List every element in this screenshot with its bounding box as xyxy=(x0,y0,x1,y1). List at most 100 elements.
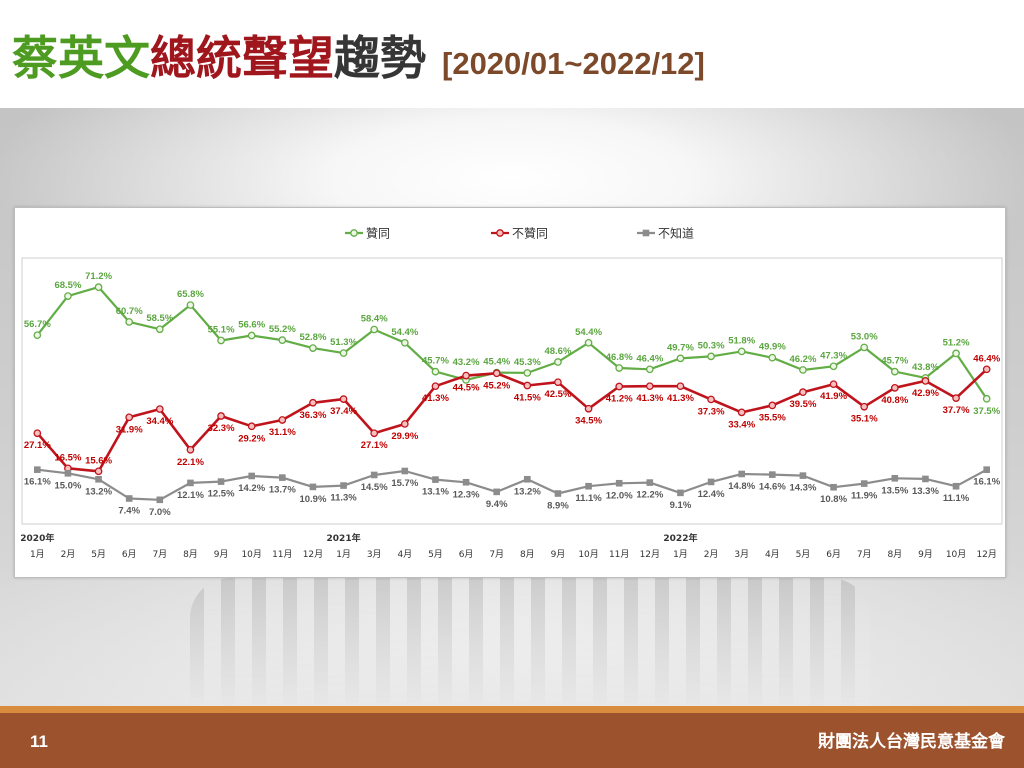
unknown-label-13: 13.1% xyxy=(422,487,449,498)
x-tick-label-10: 1月 xyxy=(336,549,351,560)
approve-label-21: 49.7% xyxy=(667,342,694,353)
disapprove-label-3: 31.9% xyxy=(116,424,143,435)
unknown-point-10 xyxy=(340,482,347,489)
crowd-silhouette-decoration xyxy=(190,578,870,706)
disapprove-point-9 xyxy=(309,398,317,407)
approve-label-25: 46.2% xyxy=(789,354,816,365)
approve-label-15: 45.4% xyxy=(483,357,510,368)
x-tick-label-21: 1月 xyxy=(673,549,688,560)
disapprove-label-7: 29.2% xyxy=(238,433,265,444)
x-tick-label-17: 9月 xyxy=(551,549,566,560)
approve-point-20 xyxy=(645,365,654,374)
legend-label-approve: 贊同 xyxy=(366,227,390,241)
unknown-label-27: 11.9% xyxy=(851,491,878,502)
unknown-point-6 xyxy=(217,478,225,485)
approve-label-7: 56.6% xyxy=(238,320,265,331)
unknown-point-18 xyxy=(585,482,592,490)
disapprove-point-12 xyxy=(400,420,409,428)
unknown-point-2 xyxy=(95,475,102,483)
organization-name: 財團法人台灣民意基金會 xyxy=(818,732,1005,752)
approve-point-2 xyxy=(94,283,103,292)
x-tick-label-19: 11月 xyxy=(609,549,629,560)
unknown-label-30: 11.1% xyxy=(943,493,970,504)
approve-label-1: 68.5% xyxy=(54,280,81,291)
x-tick-label-1: 2月 xyxy=(61,549,76,560)
unknown-label-29: 13.3% xyxy=(912,486,939,497)
footer-stripe xyxy=(0,706,1024,713)
approve-label-8: 55.2% xyxy=(269,324,296,335)
x-tick-label-0: 1月 xyxy=(30,549,45,560)
unknown-point-25 xyxy=(799,472,807,479)
series-unknown xyxy=(34,466,990,504)
x-tick-label-22: 2月 xyxy=(704,549,719,560)
disapprove-label-11: 27.1% xyxy=(361,440,388,451)
unknown-label-10: 11.3% xyxy=(330,493,357,504)
unknown-point-17 xyxy=(554,490,562,497)
disapprove-label-24: 35.5% xyxy=(759,412,786,423)
unknown-point-8 xyxy=(279,474,286,481)
approve-label-13: 45.7% xyxy=(422,356,449,367)
unknown-label-21: 9.1% xyxy=(670,500,692,511)
approve-point-26 xyxy=(829,362,838,371)
x-tick-label-23: 3月 xyxy=(734,549,749,560)
disapprove-point-2 xyxy=(94,467,103,476)
unknown-point-1 xyxy=(64,470,72,477)
disapprove-label-27: 35.1% xyxy=(851,414,878,425)
disapprove-label-16: 41.5% xyxy=(514,393,541,404)
disapprove-point-5 xyxy=(186,445,195,454)
x-tick-label-31: 12月 xyxy=(976,549,996,560)
approve-label-12: 54.4% xyxy=(391,327,418,338)
disapprove-point-8 xyxy=(278,416,287,424)
approve-line xyxy=(36,285,988,400)
unknown-point-5 xyxy=(187,479,194,487)
unknown-label-17: 8.9% xyxy=(547,501,569,512)
disapprove-label-31: 46.4% xyxy=(973,353,1000,364)
disapprove-point-4 xyxy=(155,405,164,413)
approve-point-8 xyxy=(278,336,287,344)
x-tick-label-29: 9月 xyxy=(918,549,933,560)
unknown-label-19: 12.0% xyxy=(606,490,633,501)
x-year-label-10: 2021年 xyxy=(327,532,361,544)
disapprove-label-6: 32.3% xyxy=(208,423,235,434)
disapprove-label-22: 37.3% xyxy=(698,406,725,417)
series-approve xyxy=(33,283,991,403)
x-tick-label-3: 6月 xyxy=(122,549,137,560)
disapprove-point-27 xyxy=(860,402,869,411)
x-tick-label-5: 8月 xyxy=(183,549,198,560)
disapprove-label-8: 31.1% xyxy=(269,427,296,438)
x-axis: 1月 2020年 2月 5月 6月 7月 8月 9月 10月 11月 12月 1月 2021年 3月 4月 5… xyxy=(20,532,997,560)
approve-label-14: 43.2% xyxy=(453,357,480,368)
approve-label-10: 51.3% xyxy=(330,337,357,348)
unknown-point-4 xyxy=(156,496,164,504)
unknown-point-13 xyxy=(432,476,439,483)
legend-label-unknown: 不知道 xyxy=(658,227,694,241)
approve-label-17: 48.6% xyxy=(544,346,571,357)
disapprove-label-26: 41.9% xyxy=(820,391,847,402)
unknown-point-22 xyxy=(707,478,715,486)
legend-marker-approve xyxy=(350,229,358,237)
approve-point-6 xyxy=(217,336,225,345)
slide-title: 蔡英文總統聲望趨勢 [2020/01~2022/12] xyxy=(12,32,705,90)
disapprove-point-7 xyxy=(247,422,256,431)
x-tick-label-14: 6月 xyxy=(459,549,474,560)
disapprove-point-20 xyxy=(645,382,654,391)
unknown-label-25: 14.3% xyxy=(789,483,816,494)
x-tick-label-28: 8月 xyxy=(887,549,902,560)
unknown-point-12 xyxy=(401,467,409,475)
approve-label-16: 45.3% xyxy=(514,357,541,368)
unknown-point-31 xyxy=(983,466,990,473)
line-chart: 贊同 不贊同 不知道 1月 2020年 2月 5月 6月 7月 8月 9月 10月 11月 12月 1月 20… xyxy=(20,227,1003,560)
unknown-point-9 xyxy=(309,483,317,491)
unknown-label-31: 16.1% xyxy=(973,477,1000,488)
approve-point-16 xyxy=(523,369,532,377)
disapprove-point-24 xyxy=(768,401,777,410)
legend-item-unknown: 不知道 xyxy=(637,227,694,241)
approve-label-30: 51.2% xyxy=(943,337,970,348)
unknown-point-29 xyxy=(922,475,929,483)
unknown-point-28 xyxy=(891,474,899,482)
approve-point-1 xyxy=(64,292,72,300)
disapprove-point-14 xyxy=(462,371,470,380)
disapprove-label-29: 42.9% xyxy=(912,388,939,399)
disapprove-point-30 xyxy=(952,394,960,402)
approve-label-28: 45.7% xyxy=(881,356,908,367)
